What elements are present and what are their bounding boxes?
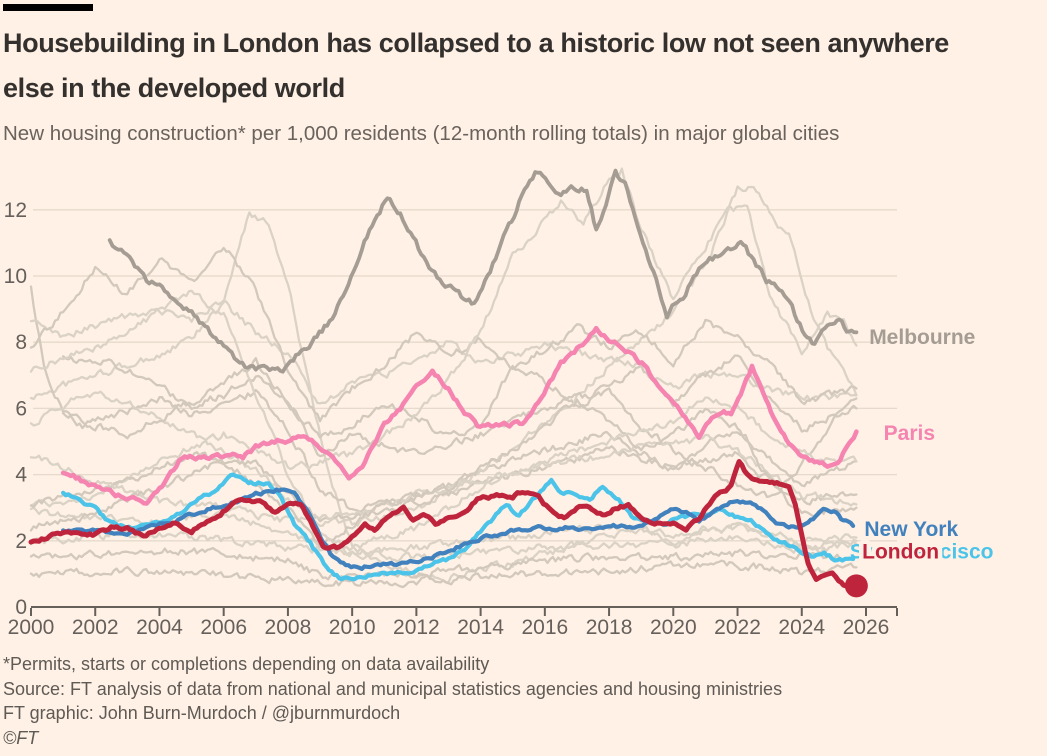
background-series-line [29,289,858,552]
x-tick-label: 2024 [778,616,825,639]
series-label-new-york: New York [864,518,958,541]
x-tick-label: 2014 [457,616,504,639]
background-series-line [29,546,858,581]
x-tick-label: 2016 [521,616,568,639]
x-tick-label: 2004 [136,616,183,639]
footnote: *Permits, starts or completions dependin… [3,654,490,674]
chart-subtitle: New housing construction* per 1,000 resi… [3,122,840,145]
chart-title-line1: Housebuilding in London has collapsed to… [3,28,949,58]
background-series-line [29,559,858,589]
x-tick-label: 2026 [843,616,890,639]
y-tick-label: 8 [15,331,27,354]
background-series-line [29,445,858,523]
y-tick-label: 6 [15,397,27,420]
series-line-new-york [60,487,856,572]
series-label-london: London [862,540,939,563]
y-tick-label: 10 [4,265,27,288]
background-series-line [29,285,858,514]
background-series-line [29,433,858,523]
background-series-line [29,246,858,423]
x-axis: 2000 2002 2004 2006 2008 2010 2012 2014 2016 2018… [8,606,898,639]
series-label-san-francisco: San Francisco [850,540,994,563]
x-tick-label: 2008 [265,616,312,639]
series-label-melbourne: Melbourne [869,326,975,349]
y-axis: 0 2 4 6 8 10 12 [4,199,28,619]
ft-brand-bar [3,4,93,11]
x-tick-label: 2002 [72,616,119,639]
x-tick-label: 2022 [714,616,761,639]
series-line-melbourne [107,168,859,374]
background-series-line [61,355,858,499]
series-endpoint-dot-london [844,574,868,598]
series-group [28,168,859,590]
y-tick-label: 12 [4,199,27,222]
copyright: ©FT [3,727,39,748]
source-line: Source: FT analysis of data from nationa… [3,678,783,699]
x-tick-label: 2012 [393,616,440,639]
x-tick-label: 2010 [329,616,376,639]
series-line-london [28,459,859,590]
chart-title: Housebuilding in London has collapsed to… [3,21,949,111]
y-tick-label: 4 [15,464,27,487]
y-tick-label: 2 [15,530,27,553]
chart-footer: *Permits, starts or completions dependin… [3,652,782,750]
x-tick-label: 2018 [586,616,633,639]
background-series-line [29,299,858,405]
chart-title-line2: else in the developed world [3,73,345,103]
x-tick-label: 2000 [8,616,55,639]
series-line-paris [60,325,859,506]
x-tick-label: 2006 [200,616,247,639]
x-tick-label: 2020 [650,616,697,639]
background-series-line [61,354,858,458]
credit-line: FT graphic: John Burn-Murdoch / @jburnmu… [3,703,401,723]
y-tick-label: 0 [15,596,27,619]
series-line-san-francisco [60,472,856,582]
series-label-paris: Paris [884,422,935,445]
